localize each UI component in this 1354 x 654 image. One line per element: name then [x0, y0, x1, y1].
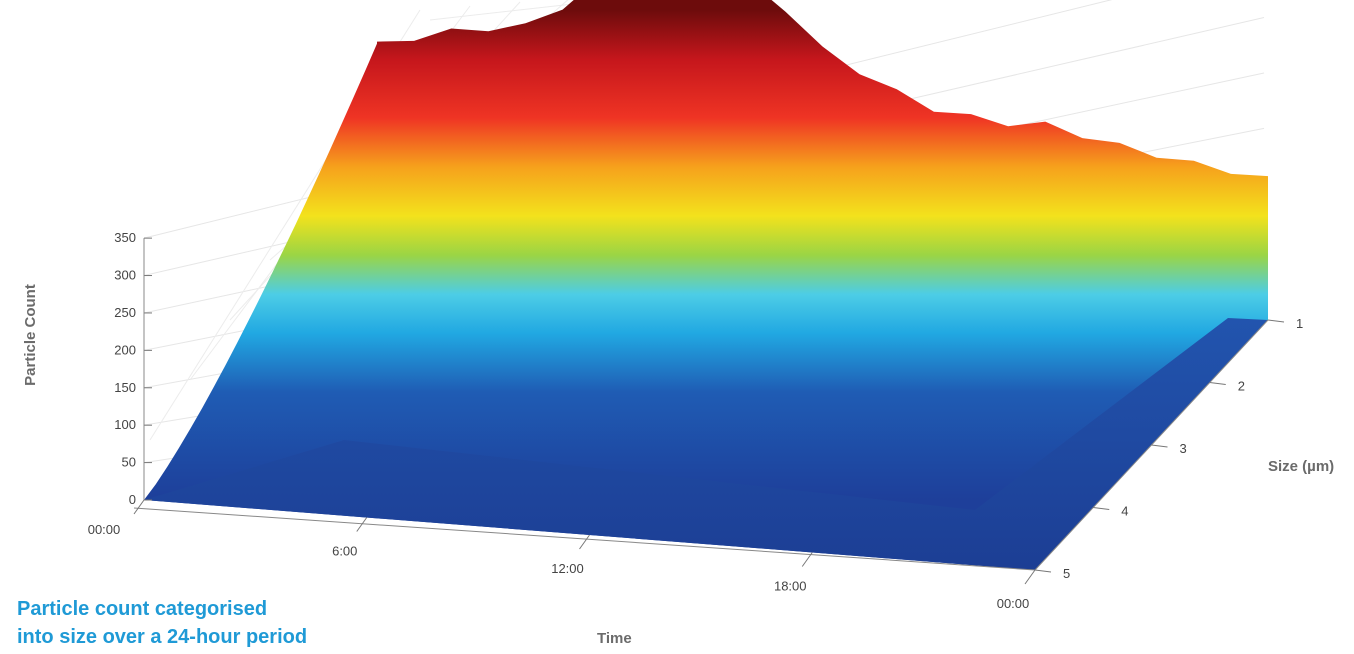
chart-caption: Particle count categorised into size ove…	[17, 595, 307, 651]
y-tick-mark	[1267, 319, 1285, 323]
y-tick-mark	[1151, 444, 1168, 448]
axes	[133, 237, 1285, 585]
x-tick-mark	[356, 517, 368, 532]
z-tick-label: 100	[114, 417, 136, 432]
caption-line-2: into size over a 24-hour period	[17, 626, 308, 648]
tick-labels: 0 50 100 150 200 250 300 350 00:00 6:00 12:00 18:00…	[88, 230, 1304, 611]
caption-line-1: Particle count categorised	[17, 598, 268, 620]
x-tick-mark	[801, 552, 813, 567]
x-tick-label: 6:00	[332, 544, 357, 559]
x-tick-label: 00:00	[997, 596, 1030, 611]
z-tick-label: 300	[114, 268, 136, 283]
surface	[144, 0, 1268, 570]
x-tick-mark	[1024, 569, 1036, 585]
y-axis-title: Size (µm)	[1268, 458, 1334, 475]
x-tick-label: 18:00	[774, 579, 807, 594]
x-axis-line	[133, 507, 1036, 571]
y-tick-label: 5	[1063, 566, 1070, 581]
surface-body	[144, 0, 1268, 570]
y-tick-label: 2	[1238, 379, 1245, 394]
x-tick-mark	[579, 534, 590, 550]
y-tick-mark	[1093, 507, 1110, 510]
z-tick-label: 50	[122, 455, 136, 470]
y-tick-label: 1	[1296, 316, 1303, 331]
y-tick-label: 3	[1180, 441, 1187, 456]
x-axis-title: Time	[597, 630, 632, 647]
x-tick-label: 00:00	[88, 522, 121, 537]
z-tick-label: 0	[129, 492, 136, 507]
z-tick-label: 150	[114, 380, 136, 395]
z-axis-title: Particle Count	[22, 284, 39, 386]
y-tick-label: 4	[1121, 504, 1128, 519]
surface-side-face	[144, 318, 1268, 570]
z-tick-label: 250	[114, 305, 136, 320]
y-tick-mark	[1209, 382, 1226, 385]
x-tick-mark	[133, 499, 145, 515]
z-tick-label: 200	[114, 342, 136, 357]
x-tick-label: 12:00	[551, 561, 584, 576]
z-tick-label: 350	[114, 230, 136, 245]
y-tick-mark	[1034, 569, 1052, 573]
